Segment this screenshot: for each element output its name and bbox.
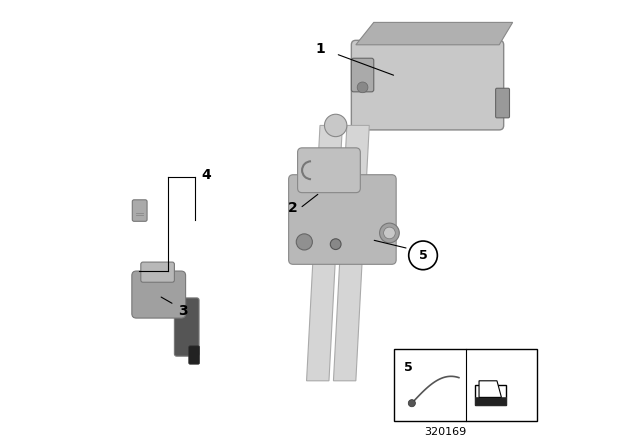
FancyBboxPatch shape — [351, 40, 504, 130]
FancyBboxPatch shape — [289, 175, 396, 264]
FancyBboxPatch shape — [189, 346, 200, 364]
Circle shape — [383, 227, 396, 239]
Circle shape — [324, 114, 347, 137]
Text: 320169: 320169 — [424, 427, 467, 437]
FancyBboxPatch shape — [495, 88, 509, 118]
Text: 1: 1 — [315, 42, 325, 56]
Circle shape — [357, 82, 368, 93]
Polygon shape — [333, 125, 369, 381]
Circle shape — [380, 223, 399, 243]
Polygon shape — [479, 381, 502, 397]
Circle shape — [296, 234, 312, 250]
FancyBboxPatch shape — [174, 298, 199, 356]
FancyBboxPatch shape — [141, 262, 174, 282]
FancyBboxPatch shape — [132, 271, 186, 318]
FancyBboxPatch shape — [132, 200, 147, 221]
Circle shape — [330, 239, 341, 250]
Polygon shape — [356, 22, 513, 45]
Text: 5: 5 — [419, 249, 428, 262]
Text: 5: 5 — [404, 361, 413, 374]
FancyBboxPatch shape — [475, 385, 506, 405]
FancyBboxPatch shape — [351, 58, 374, 92]
FancyBboxPatch shape — [475, 397, 506, 405]
Text: 4: 4 — [201, 168, 211, 182]
FancyBboxPatch shape — [298, 148, 360, 193]
Circle shape — [408, 400, 415, 407]
Circle shape — [409, 241, 437, 270]
Text: 3: 3 — [179, 304, 188, 319]
FancyBboxPatch shape — [394, 349, 538, 421]
Polygon shape — [307, 125, 342, 381]
Text: 2: 2 — [288, 201, 298, 215]
